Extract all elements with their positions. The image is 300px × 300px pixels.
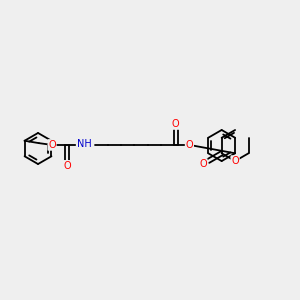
- Text: O: O: [186, 140, 193, 150]
- Text: O: O: [172, 119, 179, 129]
- Text: O: O: [231, 156, 239, 166]
- Text: O: O: [48, 140, 56, 150]
- Text: O: O: [199, 159, 207, 169]
- Text: O: O: [63, 161, 71, 171]
- Text: NH: NH: [76, 139, 92, 149]
